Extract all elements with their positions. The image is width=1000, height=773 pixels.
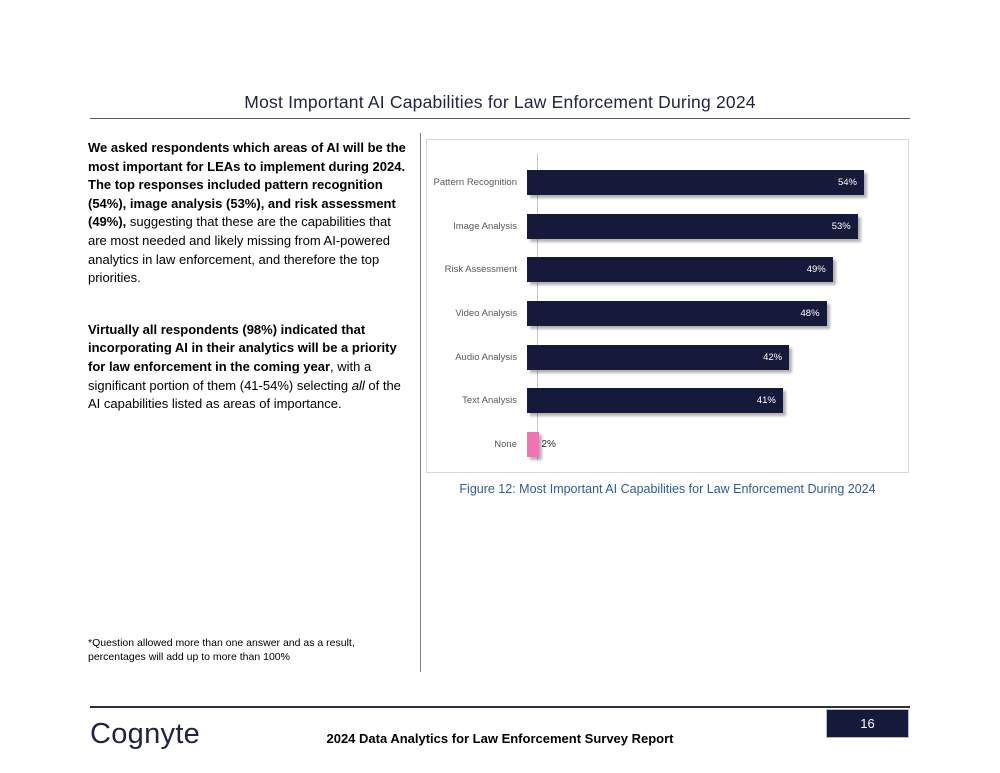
bar: 48% [527,301,827,327]
chart-row: None 2% [427,423,908,467]
title-divider-line [90,118,910,119]
bar: 54% [527,170,864,196]
page-number-badge: 16 [826,709,909,738]
chart-row: Risk Assessment 49% [427,248,908,292]
footer-divider-line [90,706,910,708]
paragraph-1: We asked respondents which areas of AI w… [88,139,408,288]
bar-track: 53% [527,213,908,239]
bar-value-label: 54% [837,177,857,189]
bar-value-label: 42% [763,351,783,363]
bar: 42% [527,344,790,370]
bar-track: 48% [527,301,908,327]
bar [527,431,540,457]
chart-row: Video Analysis 48% [427,292,908,336]
column-divider-line [420,133,421,672]
chart-row: Audio Analysis 42% [427,335,908,379]
bar: 49% [527,257,833,283]
bar-value-label: 2% [541,438,556,450]
chart-row: Text Analysis 41% [427,379,908,423]
chart-row: Image Analysis 53% [427,205,908,249]
category-label: Video Analysis [455,308,517,320]
chart-row: Pattern Recognition 54% [427,161,908,205]
paragraph-2: Virtually all respondents (98%) indicate… [88,321,408,414]
bar: 41% [527,388,783,414]
category-label: Risk Assessment [444,264,517,276]
bar-value-label: 41% [756,395,776,407]
category-label: Text Analysis [462,395,517,407]
page-title: Most Important AI Capabilities for Law E… [244,92,756,112]
body-text-column: We asked respondents which areas of AI w… [88,139,408,414]
paragraph-2-bold-text: Virtually all respondents (98%) indicate… [88,321,397,374]
category-label: Audio Analysis [455,351,517,363]
bar-track: 49% [527,257,908,283]
bar: 53% [527,213,858,239]
bar-value-label: 48% [800,308,820,320]
footer-report-title: 2024 Data Analytics for Law Enforcement … [326,731,674,746]
bar-value-label: 49% [806,264,826,276]
category-label: Image Analysis [453,220,517,232]
bar-value-label: 53% [831,220,851,232]
chart-rows: Pattern Recognition 54% Image Analysis 53% R… [427,140,908,466]
paragraph-1-bold-text: We asked respondents which areas of AI w… [88,140,406,230]
paragraph-2-italic-text: all [351,377,365,393]
bar-track: 54% [527,170,908,196]
bar-track: 42% [527,344,908,370]
paragraph-2-regular-text-2: of the AI capabilities listed as areas o… [88,377,401,412]
paragraph-2-regular-text: , with a significant portion of them (41… [88,358,372,393]
footnote: *Question allowed more than one answer a… [88,637,355,663]
bar-track: 41% [527,388,908,414]
bar-track: 2% [527,431,908,457]
page-number: 16 [860,716,875,731]
paragraph-1-regular-text: suggesting that these are the capabiliti… [88,214,391,286]
category-label: Pattern Recognition [433,177,517,189]
cognyte-logo: Cognyte [90,718,201,750]
category-label: None [494,438,517,450]
bar-chart: Pattern Recognition 54% Image Analysis 53% R… [426,139,909,473]
figure-caption: Figure 12: Most Important AI Capabilitie… [459,482,876,496]
